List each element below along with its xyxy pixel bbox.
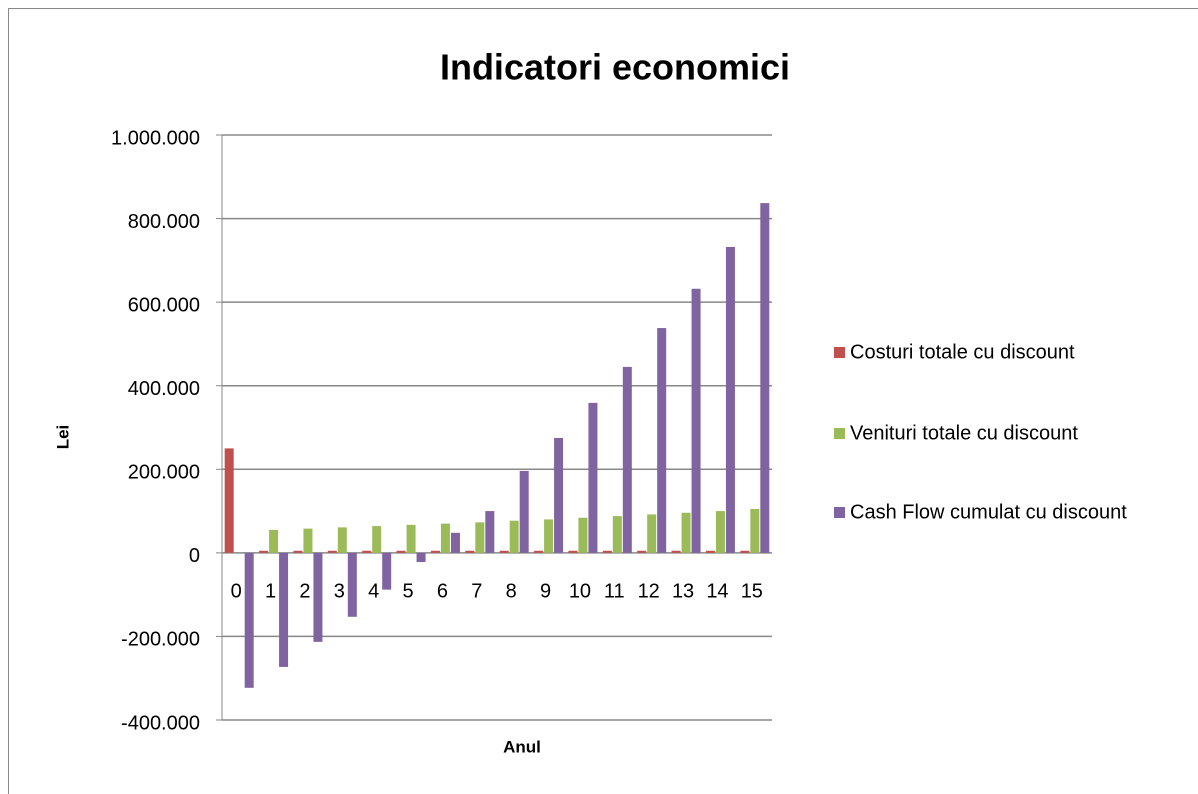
- bar: [705, 550, 715, 553]
- x-tick-label: 15: [741, 580, 763, 602]
- y-tick-label: 600.000: [128, 294, 200, 316]
- x-tick-label: 7: [471, 580, 482, 602]
- legend-swatch: [834, 347, 845, 358]
- y-tick-label: -200.000: [121, 629, 200, 651]
- bar: [544, 519, 554, 553]
- bar: [740, 550, 750, 553]
- x-tick-label: 8: [506, 580, 517, 602]
- y-axis-title: Lei: [53, 425, 72, 450]
- x-tick-label: 4: [368, 580, 379, 602]
- bar: [327, 550, 337, 553]
- bar: [293, 550, 303, 553]
- bar: [244, 552, 254, 688]
- bar: [671, 550, 681, 553]
- bar: [681, 512, 691, 553]
- legend-swatch: [834, 507, 845, 518]
- bar: [612, 516, 622, 553]
- x-tick-label: 2: [299, 580, 310, 602]
- bar: [372, 526, 382, 553]
- bar: [725, 246, 735, 553]
- y-tick-label: 800.000: [128, 211, 200, 233]
- bar: [578, 517, 588, 553]
- x-tick-label: 10: [569, 580, 591, 602]
- y-tick-label: 1.000.000: [111, 127, 200, 149]
- x-tick-label: 12: [638, 580, 660, 602]
- bar: [554, 437, 564, 553]
- legend-swatch: [834, 428, 845, 439]
- x-tick-label: 1: [265, 580, 276, 602]
- bar: [750, 508, 760, 553]
- bar: [440, 523, 450, 553]
- x-tick-label: 0: [231, 580, 242, 602]
- x-tick-label: 13: [672, 580, 694, 602]
- y-tick-label: -400.000: [121, 712, 200, 734]
- bar: [313, 552, 323, 642]
- bar: [499, 550, 509, 553]
- bar: [534, 550, 544, 553]
- y-tick-label: 0: [189, 545, 200, 567]
- bar: [337, 527, 347, 553]
- bar: [657, 328, 667, 553]
- chart-border: [8, 8, 1198, 794]
- bar: [279, 552, 289, 667]
- x-tick-label: 3: [334, 580, 345, 602]
- x-tick-label: 11: [604, 580, 625, 602]
- bar: [602, 550, 612, 553]
- bar: [450, 532, 460, 553]
- bar: [416, 552, 426, 563]
- bar: [519, 470, 529, 553]
- bar: [465, 550, 475, 553]
- bar: [588, 402, 598, 553]
- y-tick-label: 200.000: [128, 462, 200, 484]
- bar: [347, 552, 357, 617]
- y-tick-label: 400.000: [128, 378, 200, 400]
- bar: [568, 550, 578, 553]
- bar: [430, 550, 440, 553]
- legend-label: Costuri totale cu discount: [850, 341, 1075, 363]
- x-tick-label: 14: [706, 580, 728, 602]
- bar: [406, 524, 416, 553]
- legend-label: Cash Flow cumulat cu discount: [850, 501, 1127, 523]
- bar: [303, 528, 313, 553]
- bar: [715, 511, 725, 553]
- legend-label: Venituri totale cu discount: [850, 422, 1078, 444]
- x-tick-label: 6: [437, 580, 448, 602]
- bar: [637, 550, 647, 553]
- bar: [362, 550, 372, 553]
- bar: [647, 514, 657, 553]
- bar: [396, 550, 406, 553]
- bar: [475, 522, 485, 553]
- x-tick-label: 9: [540, 580, 551, 602]
- x-tick-label: 5: [403, 580, 414, 602]
- bar: [760, 203, 770, 553]
- bar: [485, 511, 495, 553]
- bar: [382, 552, 392, 590]
- x-axis-title: Anul: [503, 737, 541, 756]
- bar: [224, 448, 234, 553]
- bar: [622, 366, 632, 553]
- bar: [509, 520, 519, 553]
- bar: [691, 288, 701, 553]
- chart-title: Indicatori economici: [440, 47, 790, 88]
- bar: [259, 550, 269, 553]
- bar: [269, 529, 279, 553]
